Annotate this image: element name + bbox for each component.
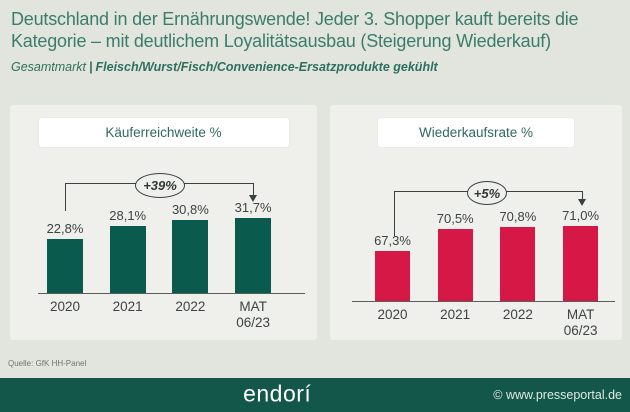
bar (500, 227, 536, 301)
x-axis-label: 2022 (502, 307, 533, 322)
x-axis-label: 2020 (377, 307, 408, 322)
page-title-line-2: Kategorie – mit deutlichem Loyalitätsaus… (11, 31, 551, 51)
bar-value-label: 30,8% (171, 202, 209, 217)
chart-title: Käuferreichweite % (105, 125, 222, 140)
x-axis-line (352, 301, 615, 302)
bar-value-label: 67,3% (374, 233, 411, 248)
bar (47, 239, 83, 293)
chart-title-box: Wiederkaufsrate % (378, 118, 574, 147)
chart-title-box: Käuferreichweite % (38, 118, 289, 147)
bar (375, 251, 410, 301)
x-axis-line (38, 293, 305, 294)
arrow-down-icon (578, 199, 586, 206)
bar-group-2021: 70,5% (436, 211, 474, 301)
bar-value-label: 70,5% (436, 211, 474, 226)
bar-group-2022: 70,8% (499, 209, 537, 301)
page-title-line-1: Deutschland in der Ernährungswende! Jede… (11, 9, 579, 29)
bar-group-2020: 22,8% (47, 221, 83, 293)
footer-bar: endorí © www.presseportal.de (0, 378, 630, 412)
bar-group-2020: 67,3% (374, 233, 411, 301)
x-axis-label: MAT 06/23 (563, 307, 598, 338)
x-axis-label: MAT 06/23 (236, 299, 270, 330)
chart-panel-kaeuferreichweite: Käuferreichweite % +39% 22,8% 2020 28,1% 20… (10, 105, 317, 340)
arrow-down-icon (249, 195, 257, 202)
bar (235, 218, 272, 293)
growth-annotation-value: +5% (473, 185, 501, 201)
bar-value-label: 22,8% (46, 221, 84, 236)
bar-group-2022: 30,8% (171, 202, 209, 293)
bar-group-2021: 28,1% (109, 208, 147, 293)
growth-bracket-arrow-line (253, 183, 254, 195)
subtitle-category: Fleisch/Wurst/Fisch/Convenience-Ersatzpr… (95, 60, 438, 74)
bar (172, 220, 209, 293)
growth-bracket-arrow-line (582, 191, 583, 199)
subtitle-market: Gesamtmarkt (11, 60, 87, 74)
bar (563, 226, 599, 301)
chart-title: Wiederkaufsrate % (418, 125, 534, 140)
source-note: Quelle: GfK HH-Panel (8, 359, 87, 368)
growth-annotation-badge: +39% (135, 173, 185, 198)
bar (437, 229, 473, 301)
chart-panel-wiederkaufsrate: Wiederkaufsrate % +5% 67,3% 2020 70,5% 2021… (330, 105, 622, 340)
bar-group-MAT 06/23: 71,0% (562, 208, 600, 301)
bar (109, 226, 146, 293)
x-axis-label: 2021 (440, 307, 471, 322)
presseportal-credit: © www.presseportal.de (493, 388, 622, 402)
endori-logo: endorí (243, 380, 312, 407)
subtitle: Gesamtmarkt | Fleisch/Wurst/Fisch/Convenie… (11, 60, 622, 74)
x-axis-label: 2022 (175, 299, 206, 314)
growth-annotation-badge: +5% (467, 181, 507, 205)
bar-value-label: 28,1% (109, 208, 147, 223)
header: Deutschland in der Ernährungswende! Jede… (11, 8, 622, 74)
x-axis-label: 2020 (49, 299, 81, 314)
x-axis-label: 2021 (112, 299, 143, 314)
bar-value-label: 71,0% (562, 208, 600, 223)
growth-bracket-start-tick (394, 191, 395, 236)
bar-value-label: 70,8% (499, 209, 537, 224)
growth-annotation-value: +39% (143, 178, 177, 193)
growth-bracket-start-tick (65, 183, 66, 211)
bar-value-label: 31,7% (234, 200, 272, 215)
subtitle-separator: | (89, 60, 93, 74)
bar-group-MAT 06/23: 31,7% (234, 200, 272, 293)
